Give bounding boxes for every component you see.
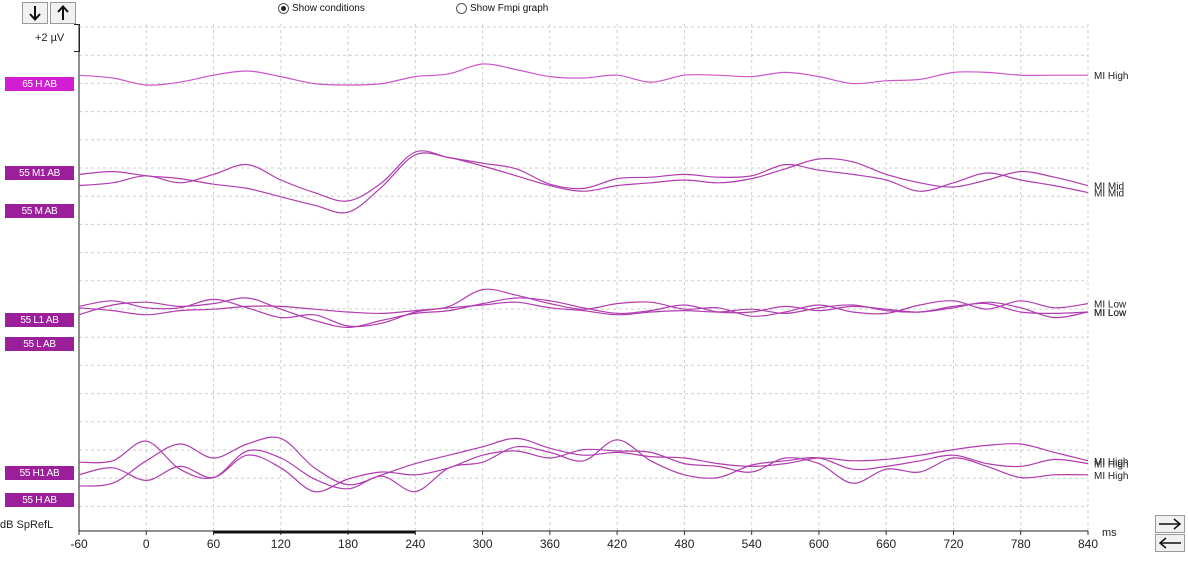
channel-label-55-l1-ab[interactable]: 55 L1 AB [5, 313, 74, 327]
trace-end-label: MI Mid [1094, 182, 1124, 193]
x-tick-label: -60 [70, 537, 88, 551]
waveform-trace [78, 439, 1089, 493]
trace-end-label: MI High [1094, 460, 1128, 471]
arrow-up-icon [57, 5, 69, 20]
amplitude-scale-label: +2 µV [35, 32, 65, 44]
x-tick-label: 540 [742, 537, 762, 551]
trace-end-label: MI High [1094, 457, 1128, 468]
arrow-down-icon [29, 6, 41, 21]
waveform-trace [78, 436, 1089, 487]
x-tick-label: 240 [405, 537, 425, 551]
show-conditions-radio[interactable]: Show conditions [278, 1, 365, 15]
x-tick-label: 60 [207, 537, 221, 551]
x-tick-label: 420 [607, 537, 627, 551]
trace-end-label: MI Low [1094, 308, 1127, 319]
channel-label-55-h1-ab[interactable]: 55 H1 AB [5, 466, 74, 480]
show-fmpi-graph-label: Show Fmpi graph [470, 2, 549, 14]
x-tick-label: 0 [143, 537, 150, 551]
arrow-left-icon [1158, 537, 1181, 549]
trace-end-label: MI Mid [1094, 189, 1124, 200]
x-tick-label: 660 [876, 537, 896, 551]
x-axis-unit: ms [1102, 527, 1117, 539]
waveform-trace [78, 288, 1089, 328]
channel-label-55-m-ab[interactable]: 55 M AB [5, 204, 74, 218]
waveform-trace [78, 448, 1089, 493]
channel-label-55-m1-ab[interactable]: 55 M1 AB [5, 166, 74, 180]
radio-selected-icon [278, 2, 289, 14]
waveform-trace [78, 301, 1089, 319]
radio-unselected-icon [456, 2, 467, 14]
show-conditions-label: Show conditions [292, 2, 365, 14]
shift-left-button[interactable] [1155, 534, 1185, 552]
scale-up-button[interactable] [50, 2, 76, 24]
channel-label-65-h-ab[interactable]: 65 H AB [5, 77, 74, 91]
trace-end-label: MI Low [1094, 300, 1127, 311]
channel-label-55-h-ab[interactable]: 55 H AB [5, 493, 74, 507]
x-tick-label: 120 [271, 537, 291, 551]
arrow-right-icon [1159, 518, 1182, 530]
waveform-trace [78, 63, 1088, 86]
x-tick-label: 780 [1011, 537, 1031, 551]
trace-end-label: MI High [1094, 471, 1128, 482]
x-tick-label: 840 [1078, 537, 1098, 551]
x-tick-label: 600 [809, 537, 829, 551]
x-tick-label: 480 [674, 537, 694, 551]
x-tick-label: 180 [338, 537, 358, 551]
show-fmpi-graph-radio[interactable]: Show Fmpi graph [456, 1, 548, 15]
waveform-trace [78, 152, 1089, 214]
x-tick-label: 300 [473, 537, 493, 551]
trace-end-label: MI Low [1094, 308, 1127, 319]
waveform-trace [78, 150, 1089, 202]
scale-down-button[interactable] [22, 2, 48, 24]
channel-label-55-l-ab[interactable]: 55 L AB [5, 337, 74, 351]
trace-end-label: MI High [1094, 71, 1128, 82]
y-axis-unit: dB SpRefL [0, 519, 54, 531]
shift-right-button[interactable] [1155, 515, 1185, 533]
x-tick-label: 360 [540, 537, 560, 551]
x-tick-label: 720 [943, 537, 963, 551]
